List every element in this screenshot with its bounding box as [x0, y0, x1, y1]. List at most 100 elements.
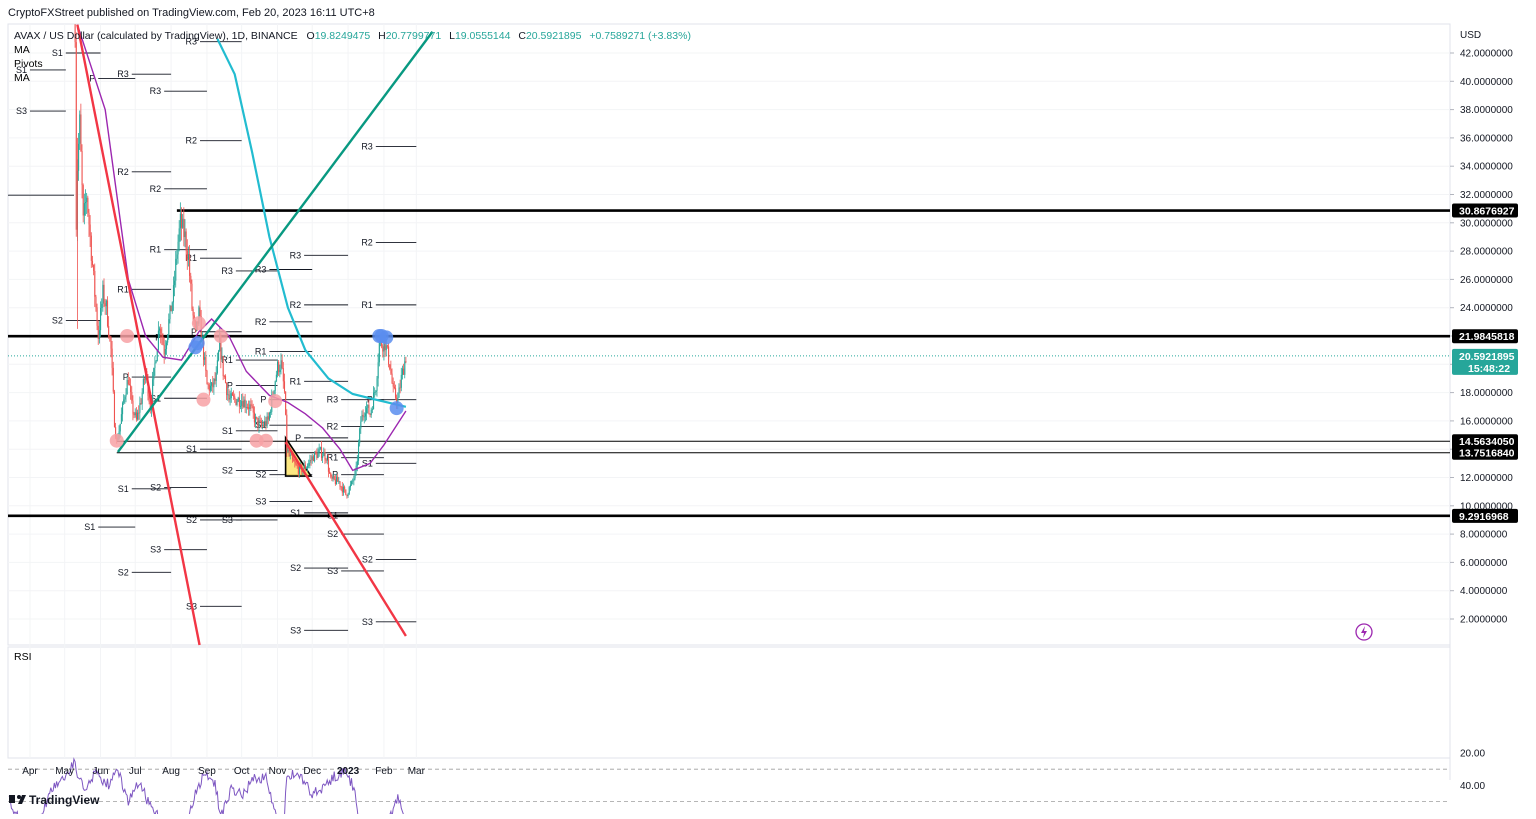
logo-mark-icon: [9, 795, 15, 803]
rsi-pane[interactable]: [7, 646, 1451, 759]
price-tag[interactable]: [1452, 445, 1518, 460]
candle-body: [182, 218, 184, 228]
price-tag[interactable]: [1452, 434, 1518, 449]
pivot-label: P: [295, 433, 301, 443]
pivot-label: R3: [361, 141, 373, 151]
pivot-label: S3: [255, 497, 266, 507]
candle-body: [101, 303, 103, 309]
touch-marker-blue: [379, 330, 394, 345]
candle-body: [253, 412, 255, 423]
candle-body: [231, 393, 233, 396]
candle-body: [309, 459, 311, 463]
indicator-ma-1[interactable]: MA: [14, 44, 30, 56]
candle-body: [96, 307, 98, 326]
y-tick-label: 6.0000000: [1460, 558, 1508, 569]
candle-body: [84, 202, 87, 204]
candle-body: [351, 481, 353, 485]
candle-body: [81, 151, 83, 186]
candle-body: [397, 397, 399, 403]
price-tag[interactable]: [1452, 203, 1518, 218]
trendline[interactable]: [116, 31, 434, 453]
candle-body: [224, 376, 227, 383]
candle-body: [303, 464, 305, 469]
candle-body: [283, 381, 286, 392]
rsi-line[interactable]: [8, 757, 406, 819]
candle-body: [187, 255, 190, 260]
pivot-label: R1: [150, 245, 162, 255]
candle-body: [360, 421, 362, 429]
candle-body: [264, 421, 266, 427]
candle-body: [95, 296, 97, 308]
candle-body: [375, 390, 377, 393]
candle-body: [211, 382, 213, 386]
touch-marker-red: [191, 316, 206, 331]
candle-body: [171, 302, 173, 312]
candle-body: [386, 345, 388, 347]
candle-body: [286, 414, 288, 452]
candle-body: [153, 367, 155, 380]
candle-body: [326, 459, 328, 461]
time-axis[interactable]: Apr May Jun Jul Aug Sep Oct Nov Dec 2023 Feb Mar: [22, 766, 425, 777]
candle-body: [91, 260, 94, 266]
candle-body: [149, 402, 151, 411]
price-tag[interactable]: [1452, 508, 1518, 523]
pivot-label: P: [227, 381, 233, 391]
candle-body: [314, 451, 316, 462]
candle-body: [366, 407, 368, 414]
price-tag[interactable]: [1452, 329, 1518, 344]
indicator-pivots[interactable]: Pivots: [14, 58, 43, 70]
price-tag[interactable]: [1452, 348, 1518, 375]
horizontal-levels: [8, 209, 1450, 518]
alert-lightning-icon[interactable]: [1355, 623, 1373, 641]
x-tick-label: Apr: [22, 766, 38, 777]
candle-body: [244, 399, 246, 408]
candle-body: [104, 303, 106, 307]
symbol-name: AVAX / US Dollar (calculated by TradingV…: [14, 30, 298, 42]
trendline[interactable]: [76, 24, 201, 646]
price-axis[interactable]: 2.0000000 4.0000000 6.0000000 8.0000000 10.0…: [1450, 49, 1513, 819]
candle-body: [97, 325, 99, 339]
candle-body: [168, 319, 170, 335]
candle-body: [315, 451, 317, 454]
pivot-label: R1: [117, 284, 129, 294]
pivot-label: R3: [255, 264, 267, 274]
candle-body: [404, 361, 406, 375]
candle-body: [347, 493, 349, 497]
ma-purple-line[interactable]: [76, 24, 407, 472]
candle-body: [391, 373, 393, 383]
candle-body: [278, 361, 280, 373]
candle-body: [297, 466, 299, 474]
y-tick-label: 8.0000000: [1460, 530, 1508, 541]
candle-body: [218, 351, 220, 361]
candle-body: [356, 460, 358, 466]
candle-body: [317, 452, 319, 459]
candle-body: [289, 454, 291, 456]
ma-cyan-line[interactable]: [216, 38, 407, 408]
candle-body: [169, 305, 171, 320]
candle-body: [403, 368, 405, 375]
price-pane[interactable]: [7, 23, 1451, 646]
price-tag-label: 13.7516840: [1459, 448, 1515, 460]
candle-body: [190, 275, 192, 284]
rsi-title[interactable]: RSI: [14, 651, 32, 663]
candle-body: [198, 307, 200, 324]
candle-body: [110, 337, 112, 349]
candle-body: [221, 356, 223, 360]
candle-body: [318, 449, 320, 453]
candle-body: [344, 486, 346, 490]
y-tick-label: 10.0000000: [1460, 501, 1513, 512]
candle-body: [329, 471, 331, 474]
indicator-ma-2[interactable]: MA: [14, 72, 30, 84]
pivot-label: S1: [118, 484, 129, 494]
candle-body: [220, 335, 222, 360]
tradingview-logo[interactable]: TradingView: [9, 793, 100, 807]
touch-markers: [109, 316, 404, 448]
candle-body: [384, 340, 386, 351]
candle-body: [392, 382, 394, 387]
candle-body: [331, 476, 333, 479]
candle-body: [293, 459, 295, 462]
moving-averages: [76, 24, 407, 472]
trendline[interactable]: [284, 441, 407, 637]
